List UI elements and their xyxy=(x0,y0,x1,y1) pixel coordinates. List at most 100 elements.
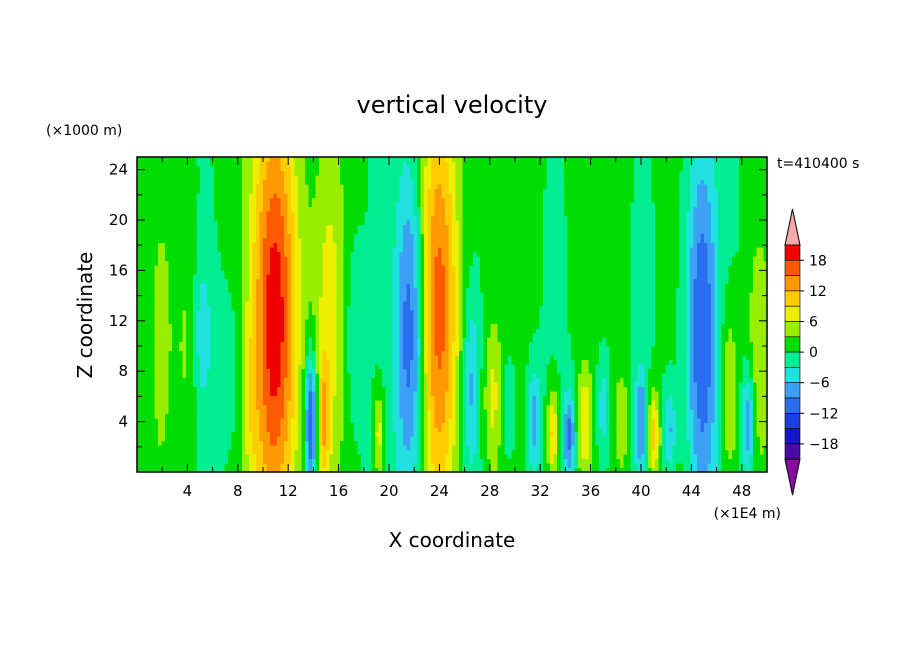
field-cell xyxy=(634,427,639,433)
field-cell xyxy=(308,305,313,311)
field-cell xyxy=(193,346,198,352)
field-cell xyxy=(676,359,688,365)
field-cell xyxy=(462,166,548,172)
field-cell xyxy=(417,431,422,437)
field-cell xyxy=(718,400,723,406)
field-cell xyxy=(749,436,754,442)
field-cell xyxy=(707,256,716,262)
field-cell xyxy=(487,337,499,343)
field-cell xyxy=(480,418,488,424)
field-cell xyxy=(186,328,194,334)
field-cell xyxy=(172,323,184,329)
field-cell xyxy=(301,467,306,472)
field-cell xyxy=(158,418,166,424)
field-cell xyxy=(420,269,425,275)
field-cell xyxy=(462,350,467,356)
field-cell xyxy=(637,377,646,383)
field-cell xyxy=(543,467,551,472)
field-cell xyxy=(735,440,740,446)
field-cell xyxy=(291,296,296,302)
field-cell xyxy=(672,449,691,455)
field-cell xyxy=(186,341,194,347)
field-cell xyxy=(679,215,688,221)
field-cell xyxy=(350,251,394,257)
field-cell xyxy=(497,337,534,343)
colorbar-label: 0 xyxy=(809,345,818,361)
field-cell xyxy=(679,202,691,208)
y-tick-label: 4 xyxy=(118,413,128,431)
field-cell xyxy=(154,314,170,320)
field-cell xyxy=(553,431,558,437)
field-cell xyxy=(455,337,460,343)
field-cell xyxy=(284,242,292,248)
field-cell xyxy=(742,391,751,397)
field-cell xyxy=(707,260,716,266)
field-cell xyxy=(371,458,376,464)
field-cell xyxy=(721,409,726,415)
field-cell xyxy=(504,440,516,446)
field-cell xyxy=(266,283,282,289)
field-cell xyxy=(182,310,187,316)
field-cell xyxy=(154,413,166,419)
field-cell xyxy=(448,337,457,343)
field-cell xyxy=(343,337,348,343)
field-cell xyxy=(595,422,600,428)
field-cell xyxy=(714,184,740,190)
field-cell xyxy=(427,247,432,253)
field-cell xyxy=(714,242,719,248)
field-cell xyxy=(284,391,292,397)
field-cell xyxy=(711,445,719,451)
field-cell xyxy=(368,175,401,181)
field-cell xyxy=(231,305,243,311)
field-cell xyxy=(630,260,656,266)
field-cell xyxy=(417,364,422,370)
field-cell xyxy=(406,382,411,388)
field-cell xyxy=(483,355,488,361)
field-cell xyxy=(249,359,257,365)
field-cell xyxy=(396,431,404,437)
field-cell xyxy=(301,274,324,280)
field-cell xyxy=(350,418,373,424)
field-cell xyxy=(711,458,719,464)
field-cell xyxy=(277,386,285,392)
field-cell xyxy=(259,220,268,226)
field-cell xyxy=(648,445,653,451)
field-cell xyxy=(749,400,754,406)
field-cell xyxy=(368,202,397,208)
field-cell xyxy=(445,215,453,221)
field-cell xyxy=(665,436,677,442)
field-cell xyxy=(417,328,422,334)
field-cell xyxy=(294,233,299,239)
field-cell xyxy=(336,242,345,248)
field-cell xyxy=(427,350,432,356)
field-cell xyxy=(266,467,282,472)
field-cell xyxy=(294,413,299,419)
field-cell xyxy=(550,355,555,361)
field-cell xyxy=(287,197,292,203)
field-cell xyxy=(441,350,450,356)
field-cell xyxy=(466,332,471,338)
field-cell xyxy=(630,220,656,226)
field-cell xyxy=(322,445,331,451)
field-cell xyxy=(249,341,257,347)
field-cell xyxy=(287,229,296,235)
field-cell xyxy=(445,269,450,275)
colorbar-band xyxy=(784,321,801,338)
field-cell xyxy=(739,395,744,401)
field-cell xyxy=(686,332,691,338)
field-cell xyxy=(648,422,653,428)
field-cell xyxy=(413,242,418,248)
field-cell xyxy=(707,251,716,257)
field-cell xyxy=(280,251,285,257)
field-cell xyxy=(200,377,208,383)
field-cell xyxy=(137,220,198,226)
field-cell xyxy=(749,463,754,469)
field-cell xyxy=(266,161,282,167)
field-cell xyxy=(466,296,485,302)
field-cell xyxy=(424,193,429,199)
field-cell xyxy=(431,179,450,185)
field-cell xyxy=(137,170,201,176)
field-cell xyxy=(424,188,429,194)
field-cell xyxy=(592,386,597,392)
field-cell xyxy=(137,427,159,433)
